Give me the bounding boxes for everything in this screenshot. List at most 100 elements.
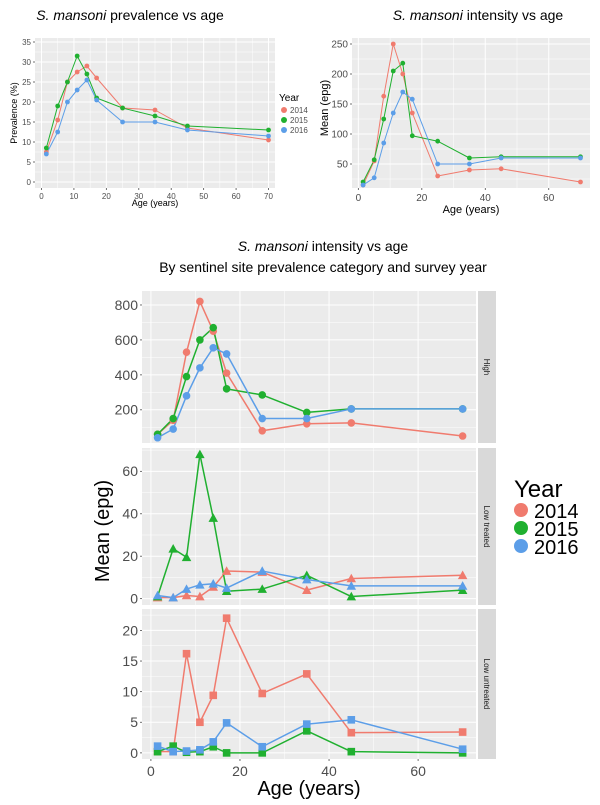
chart2-title: S. mansoni intensity vs age [393, 7, 564, 23]
chart1-point-2014 [94, 75, 100, 81]
chart1-ytick-label: 20 [22, 98, 31, 107]
chart1-point-2016 [55, 129, 61, 135]
chart1-point-2016 [185, 127, 190, 133]
chart1-xtick-label: 10 [69, 192, 78, 201]
chart3-facet-low-untreated-point-2015 [209, 742, 218, 751]
chart3-x-axis-label: Age (years) [257, 778, 360, 800]
chart3-facet-low-untreated-point-2015 [153, 747, 162, 756]
chart3-facet-low-treated-strip-label: Low treated [482, 506, 491, 548]
chart1-point-2016 [266, 133, 271, 139]
chart1-xtick-label: 50 [199, 192, 208, 201]
chart3-facet-high-point-2015 [169, 414, 177, 423]
chart1-title: S. mansoni prevalence vs age [36, 7, 224, 23]
chart1-legend-title: Year [279, 93, 300, 104]
chart3-facet-low-untreated-ytick-label: 10 [122, 684, 138, 700]
chart3-facet-low-untreated-ytick-label: 5 [130, 714, 138, 730]
chart1-ytick-label: 35 [22, 38, 31, 47]
chart3-facet-low-untreated-point-2015 [302, 727, 311, 735]
chart1-ytick-label: 0 [27, 178, 32, 187]
chart2-point-2015 [467, 155, 472, 161]
chart2-point-2014 [390, 41, 396, 47]
chart1-point-2014 [84, 63, 90, 69]
chart3-facet-low-treated-point-2014 [195, 591, 205, 601]
chart2-y-axis-label: Mean (epg) [319, 80, 331, 136]
chart3-facet-low-untreated-point-2016 [347, 716, 356, 724]
chart3-facet-low-untreated-point-2015 [222, 749, 231, 757]
chart2-point-2016 [498, 155, 504, 161]
chart2-point-2016 [371, 175, 377, 181]
chart1-point-2014 [266, 137, 271, 143]
chart2-point-2015 [390, 68, 396, 74]
chart3-facet-low-untreated-point-2016 [302, 720, 311, 728]
chart1-legend-label-2014: 2014 [290, 106, 308, 115]
chart2-point-2016 [381, 140, 387, 146]
chart3-facet-low-treated-point-2014 [302, 585, 312, 594]
chart3-facet-high-strip [478, 291, 496, 443]
chart3-facet-low-treated-point-2016 [457, 581, 468, 590]
chart1-point-2014 [152, 107, 158, 113]
chart3-facet-low-untreated-series-line-2016 [157, 719, 463, 753]
chart3-facet-low-untreated-point-2014 [182, 649, 191, 658]
chart3-facet-low-untreated-point-2015 [258, 749, 267, 757]
chart3-facet-low-untreated-point-2016 [209, 738, 218, 746]
chart1-point-2015 [152, 113, 158, 119]
chart3-facet-low-untreated-strip [478, 609, 496, 759]
chart3-facet-high-point-2016 [302, 414, 311, 423]
chart3-facet-low-treated-series-line-2015 [156, 453, 463, 598]
chart3-facet-low-treated-point-2014 [181, 590, 192, 600]
chart3-legend-label-2015: 2015 [534, 519, 579, 541]
chart3-facet-high-ytick-label: 200 [115, 402, 139, 418]
chart3-legend-label-2014: 2014 [534, 501, 579, 523]
chart3-facet-high-series-line-2014 [157, 300, 463, 437]
chart2-point-2015 [381, 116, 387, 122]
chart1-xtick-label: 40 [167, 192, 176, 201]
chart3-facet-high-point-2014 [258, 426, 267, 435]
chart3-facet-low-treated-point-2016 [257, 566, 267, 575]
chart1-legend-key-2015 [281, 117, 287, 123]
chart1-series-line-2015 [45, 55, 269, 149]
chart3-facet-low-treated-point-2015 [195, 449, 205, 459]
chart1-point-2016 [94, 97, 100, 103]
chart1-point-2016 [120, 119, 125, 125]
chart3-facet-low-untreated-series-line-2014 [157, 617, 463, 753]
chart3-facet-low-untreated-point-2015 [347, 747, 356, 756]
chart3-facet-low-untreated-xtick-label: 60 [410, 763, 426, 779]
chart3-facet-high-series-line-2016 [157, 347, 463, 439]
chart1-series-line-2016 [45, 79, 269, 155]
chart1-point-2014 [74, 69, 80, 75]
chart3-facet-low-untreated-strip-label: Low untreated [482, 659, 491, 710]
chart3-facet-low-untreated-xtick-label: 20 [232, 763, 248, 779]
chart3-facet-high-point-2016 [196, 364, 204, 372]
chart1-point-2016 [84, 77, 90, 83]
chart3-facet-low-untreated-point-2014 [347, 728, 356, 737]
chart1-point-2016 [74, 87, 80, 93]
chart3-facet-high-point-2016 [209, 343, 218, 352]
chart3-facet-low-untreated-point-2016 [458, 745, 467, 754]
chart1-legend-key-2014 [281, 107, 287, 113]
chart3-facet-low-treated-point-2016 [208, 579, 219, 588]
chart2-ytick-label: 200 [331, 70, 348, 81]
chart3-facet-low-untreated-point-2014 [222, 614, 231, 622]
chart2-ytick-label: 50 [337, 160, 349, 171]
chart1-legend-label-2016: 2016 [290, 126, 308, 135]
chart3-facet-low-untreated-point-2016 [182, 747, 191, 755]
chart3-facet-high-ytick-label: 800 [115, 297, 139, 313]
chart1-xtick-label: 0 [39, 192, 44, 201]
chart3-legend: Year 2014 2015 2016 [514, 476, 579, 559]
chart3-facet-high-point-2014 [196, 297, 204, 306]
chart1-x-axis-label: Age (years) [132, 198, 179, 208]
chart1-point-2015 [84, 71, 90, 77]
chart3-facet-high-point-2015 [209, 323, 218, 332]
chart2-point-2016 [467, 161, 472, 167]
chart1-xtick-label: 70 [264, 192, 273, 201]
chart1-point-2015 [120, 105, 125, 111]
chart3-facet-high-point-2016 [258, 414, 267, 423]
chart3-facet-low-untreated-point-2016 [222, 719, 231, 727]
chart3-facet-low-treated-point-2016 [181, 584, 192, 593]
chart3-facet-low-untreated-point-2016 [196, 746, 204, 754]
chart1-point-2016 [65, 99, 70, 105]
chart2-point-2015 [371, 157, 377, 163]
chart3-facet-high-point-2016 [182, 392, 191, 400]
chart2-series-line-2015 [362, 62, 581, 183]
